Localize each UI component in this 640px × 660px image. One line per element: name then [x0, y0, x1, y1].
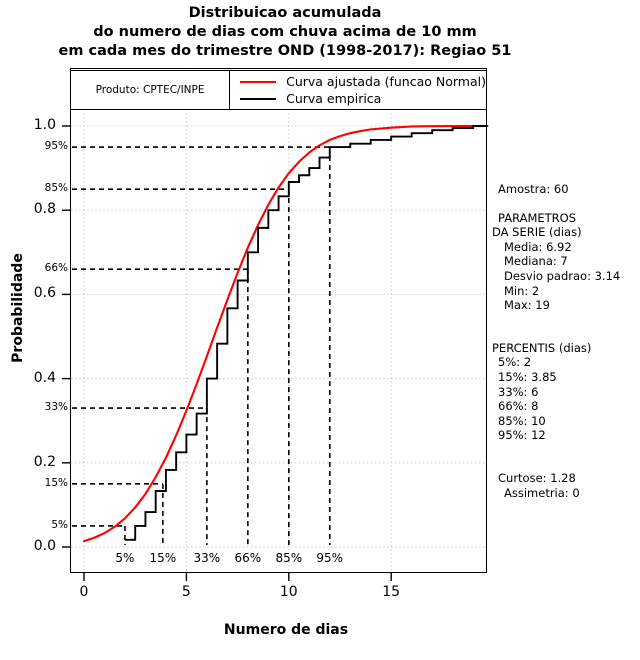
percentile-y-label: 33% [44, 401, 68, 414]
percentile-x-label: 15% [149, 551, 177, 565]
percentile-y-label: 15% [44, 476, 68, 489]
title-line-1: Distribuicao acumulada [188, 5, 382, 21]
spacer [492, 443, 640, 457]
stat-assimetria: Assimetria: 0 [504, 485, 580, 500]
x-axis-title: Numero de dias [223, 622, 349, 638]
statistics-panel: Amostra: 60 PARAMETROS DA SERIE (dias) M… [492, 182, 640, 500]
spacer [492, 197, 640, 211]
percentile-x-label: 95% [316, 551, 344, 565]
legend-label-empirical: Curva empirica [286, 91, 382, 106]
page-title: Distribuicao acumulada do numero de dias… [0, 4, 570, 61]
stat-percentil-5: 5%: 2 [498, 355, 532, 370]
x-tick-label: 10 [279, 584, 298, 600]
stat-desvio-padrao: Desvio padrao: 3.14 [504, 268, 621, 283]
stat-media: Media: 6.92 [504, 239, 572, 254]
spacer [492, 457, 640, 471]
stat-percentil-66: 66%: 8 [498, 399, 539, 414]
stat-percentil-15: 15%: 3.85 [498, 369, 557, 384]
stat-percentil-33: 33%: 6 [498, 384, 539, 399]
percentile-y-label: 95% [44, 140, 68, 153]
x-tick-label: 5 [181, 584, 191, 600]
stat-max: Max: 19 [504, 298, 550, 313]
legend-item-empirical: Curva empirica [240, 90, 486, 107]
x-tick-label: 15 [382, 584, 401, 600]
percentile-y-label: 66% [44, 262, 68, 275]
produto-label: Produto: CPTEC/INPE [95, 84, 205, 96]
percentile-x-label: 85% [275, 551, 303, 565]
legend-entries: Curva ajustada (funcao Normal) Curva emp… [230, 71, 486, 109]
stat-amostra: Amostra: 60 [498, 182, 569, 196]
stat-parametros-header-1: PARAMETROS [498, 210, 577, 225]
spacer [492, 327, 640, 341]
y-tick-label: 0.0 [33, 538, 56, 554]
stat-curtose: Curtose: 1.28 [498, 470, 576, 485]
stat-percentis-header: PERCENTIS (dias) [492, 340, 592, 355]
y-tick-label: 1.0 [33, 117, 56, 133]
legend-label-fitted: Curva ajustada (funcao Normal) [286, 74, 486, 89]
percentile-y-label: 85% [44, 182, 68, 195]
percentile-x-label: 33% [193, 551, 221, 565]
plot-area [70, 68, 487, 573]
y-axis-title: Probabilidade [10, 253, 26, 363]
legend-produto-cell: Produto: CPTEC/INPE [71, 71, 231, 109]
y-tick-label: 0.4 [33, 369, 56, 386]
percentile-x-label: 5% [115, 551, 135, 565]
legend-swatch-empirical [240, 97, 277, 100]
spacer [492, 313, 640, 327]
legend-item-fitted: Curva ajustada (funcao Normal) [240, 73, 486, 90]
stat-parametros-header-2: DA SERIE (dias) [492, 225, 582, 240]
percentile-y-label: 5% [51, 518, 68, 531]
percentile-x-label: 66% [234, 551, 262, 565]
legend-swatch-fitted [240, 80, 277, 83]
x-tick-label: 0 [79, 584, 89, 600]
stat-mediana: Mediana: 7 [504, 254, 568, 269]
stat-percentil-95: 95%: 12 [498, 428, 546, 443]
legend: Produto: CPTEC/INPE Curva ajustada (func… [70, 70, 487, 110]
y-tick-label: 0.2 [33, 453, 56, 470]
stat-min: Min: 2 [504, 283, 540, 298]
stat-percentil-85: 85%: 10 [498, 413, 546, 428]
title-line-3: em cada mes do trimestre OND (1998-2017)… [58, 43, 512, 59]
title-line-2: do numero de dias com chuva acima de 10 … [93, 24, 477, 40]
y-tick-label: 0.8 [33, 201, 56, 218]
y-tick-label: 0.6 [33, 285, 56, 302]
